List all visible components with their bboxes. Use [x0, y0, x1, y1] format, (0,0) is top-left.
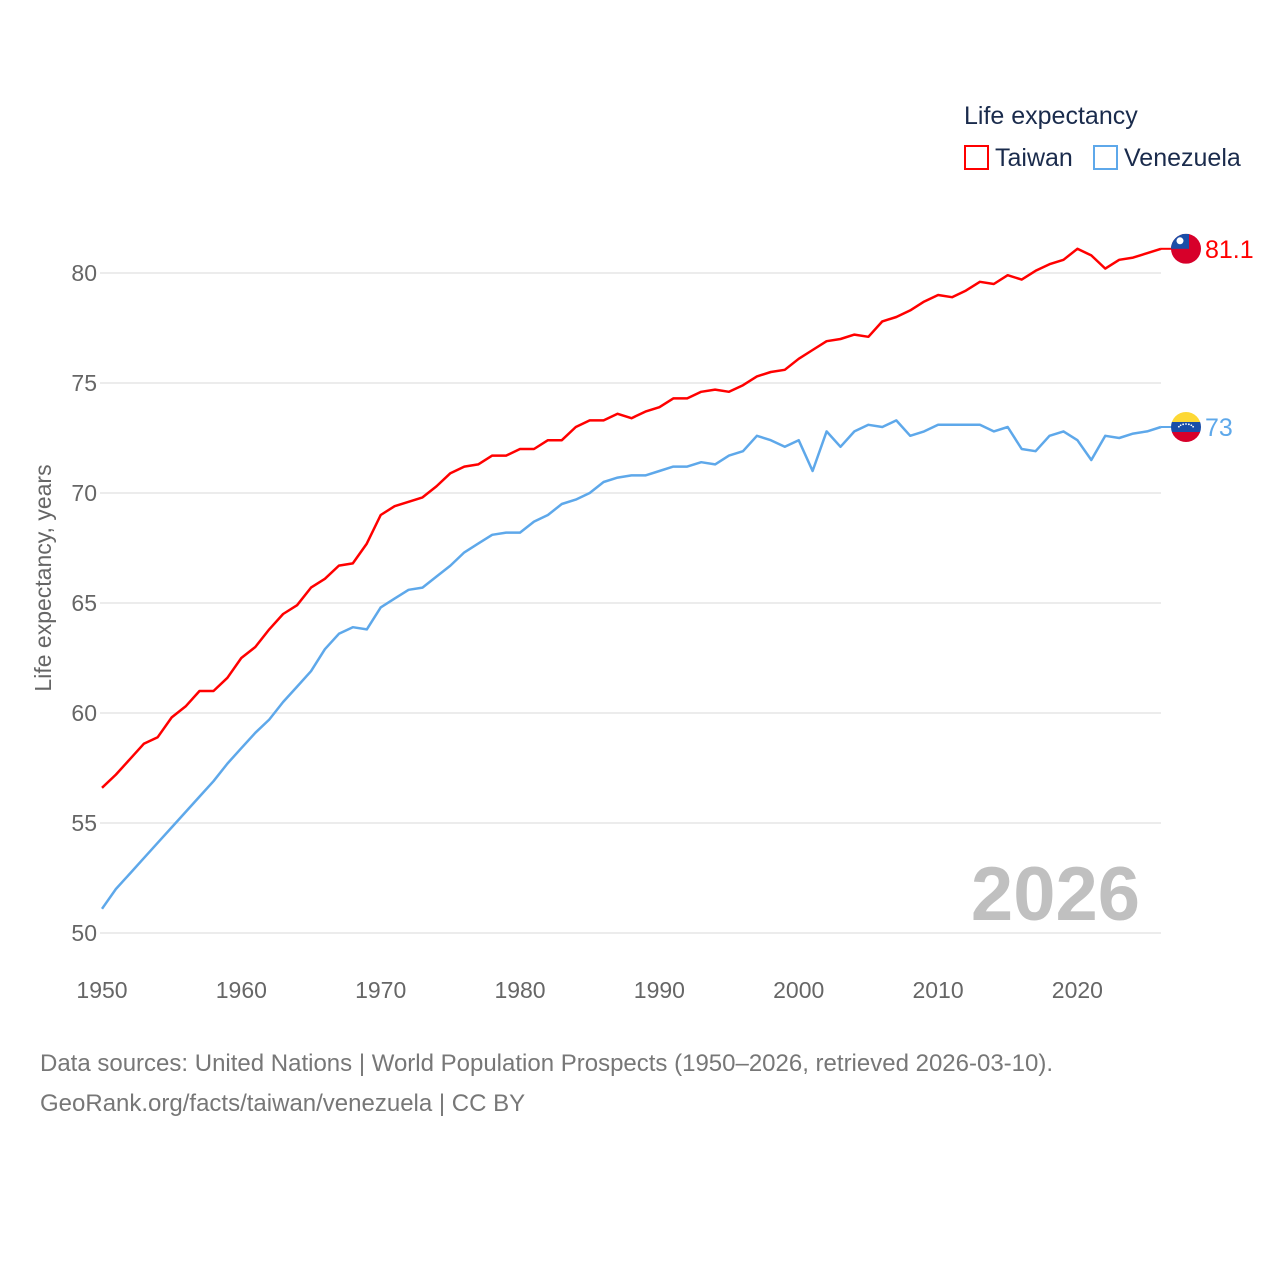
footer-link[interactable]: GeoRank.org/facts/taiwan/venezuela | CC … — [40, 1090, 526, 1117]
series-line-taiwan — [101, 247, 1162, 789]
x-tick-label: 1990 — [634, 977, 685, 1003]
y-tick-label: 75 — [71, 370, 97, 396]
y-tick-label: 65 — [71, 590, 97, 616]
series-line-venezuela — [100, 419, 1162, 910]
y-tick-label: 55 — [71, 810, 97, 836]
taiwan-flag-icon — [1171, 233, 1201, 264]
y-tick-label: 80 — [71, 260, 97, 286]
x-tick-label: 1950 — [76, 977, 127, 1003]
end-value-label-venezuela: 73 — [1205, 414, 1233, 442]
y-axis-label: Life expectancy, years — [30, 464, 56, 691]
y-tick-label: 70 — [71, 480, 97, 506]
year-watermark: 2026 — [971, 852, 1140, 937]
venezuela-flag-icon — [1171, 412, 1201, 442]
legend-item-venezuela[interactable]: Venezuela — [1093, 144, 1241, 172]
legend-swatch-venezuela — [1093, 145, 1118, 170]
legend-swatch-taiwan — [964, 145, 989, 170]
x-tick-label: 2000 — [773, 977, 824, 1003]
data-source-footer: Data sources: United Nations | World Pop… — [40, 1044, 1053, 1124]
line-chart: 50 55 60 65 70 75 80 1950 1960 1970 1980 1990 2000 2… — [30, 102, 1254, 1003]
y-tick-label: 60 — [71, 700, 97, 726]
x-tick-label: 1970 — [355, 977, 406, 1003]
legend-label-taiwan: Taiwan — [995, 144, 1073, 172]
y-tick-label: 50 — [71, 920, 97, 946]
x-tick-label: 2020 — [1052, 977, 1103, 1003]
x-tick-label: 2010 — [912, 977, 963, 1003]
x-tick-label: 1960 — [216, 977, 267, 1003]
footer-source: Data sources: United Nations | World Pop… — [40, 1050, 1054, 1077]
x-tick-label: 1980 — [494, 977, 545, 1003]
end-value-label-taiwan: 81.1 — [1205, 236, 1254, 264]
legend-item-taiwan[interactable]: Taiwan — [964, 144, 1073, 172]
legend-title: Life expectancy — [964, 102, 1138, 130]
legend-label-venezuela: Venezuela — [1124, 144, 1241, 172]
